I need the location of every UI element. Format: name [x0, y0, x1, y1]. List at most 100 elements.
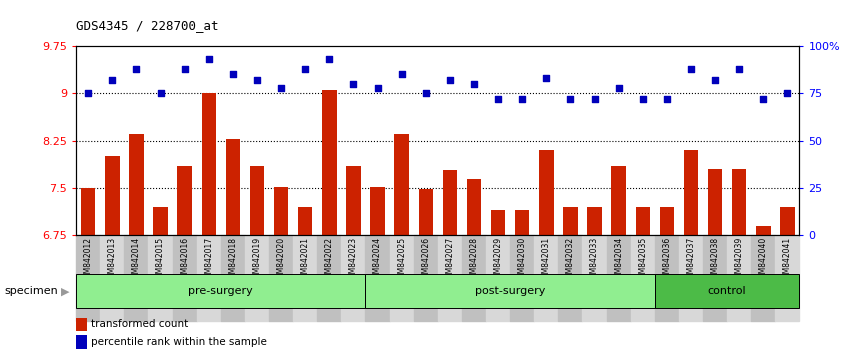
Point: [395, 72, 409, 77]
Bar: [708, 169, 722, 235]
Bar: [660, 207, 674, 235]
Bar: [539, 150, 553, 235]
Point: [226, 72, 239, 77]
Bar: [76, 335, 87, 349]
Point: [467, 81, 481, 87]
Bar: [81, 188, 96, 235]
FancyBboxPatch shape: [655, 274, 799, 308]
Point: [322, 56, 336, 62]
Text: transformed count: transformed count: [91, 319, 189, 329]
Bar: [775, 235, 799, 321]
Bar: [780, 207, 794, 235]
Point: [540, 75, 553, 81]
Bar: [322, 90, 337, 235]
Point: [756, 96, 770, 102]
Bar: [587, 207, 602, 235]
Point: [178, 66, 191, 72]
Bar: [467, 179, 481, 235]
Bar: [437, 235, 462, 321]
Point: [274, 85, 288, 91]
Bar: [76, 235, 100, 321]
Bar: [250, 166, 264, 235]
Bar: [630, 235, 655, 321]
Bar: [105, 156, 119, 235]
Point: [515, 96, 529, 102]
Text: specimen: specimen: [4, 286, 58, 296]
Bar: [173, 235, 196, 321]
Point: [612, 85, 625, 91]
Bar: [756, 226, 771, 235]
Bar: [558, 235, 582, 321]
Point: [419, 91, 432, 96]
Bar: [124, 235, 148, 321]
Point: [81, 91, 95, 96]
Point: [563, 96, 577, 102]
Bar: [389, 235, 414, 321]
Point: [106, 77, 119, 83]
Point: [733, 66, 746, 72]
Point: [299, 66, 312, 72]
Text: ▶: ▶: [61, 286, 69, 296]
Bar: [612, 166, 626, 235]
Bar: [635, 207, 650, 235]
Bar: [607, 235, 630, 321]
Bar: [100, 235, 124, 321]
Bar: [442, 170, 457, 235]
FancyBboxPatch shape: [365, 274, 655, 308]
Bar: [226, 139, 240, 235]
Bar: [298, 207, 312, 235]
Bar: [515, 210, 530, 235]
Text: GDS4345 / 228700_at: GDS4345 / 228700_at: [76, 19, 218, 33]
Bar: [201, 93, 216, 235]
Point: [781, 91, 794, 96]
Bar: [684, 150, 698, 235]
Point: [250, 77, 264, 83]
Bar: [129, 135, 144, 235]
Bar: [365, 235, 389, 321]
Bar: [732, 169, 746, 235]
Bar: [655, 235, 678, 321]
Point: [129, 66, 143, 72]
Point: [588, 96, 602, 102]
Point: [443, 77, 457, 83]
Bar: [269, 235, 293, 321]
Point: [492, 96, 505, 102]
Bar: [149, 235, 173, 321]
Bar: [510, 235, 535, 321]
Bar: [703, 235, 727, 321]
Bar: [414, 235, 437, 321]
Bar: [293, 235, 317, 321]
Bar: [582, 235, 607, 321]
Text: pre-surgery: pre-surgery: [189, 286, 253, 296]
Point: [684, 66, 698, 72]
Point: [371, 85, 384, 91]
Text: control: control: [708, 286, 746, 296]
Bar: [221, 235, 244, 321]
Bar: [371, 187, 385, 235]
Bar: [678, 235, 703, 321]
Text: percentile rank within the sample: percentile rank within the sample: [91, 337, 267, 347]
Bar: [535, 235, 558, 321]
Bar: [486, 235, 510, 321]
Bar: [244, 235, 269, 321]
Point: [347, 81, 360, 87]
Bar: [153, 207, 168, 235]
Bar: [317, 235, 341, 321]
Bar: [491, 210, 505, 235]
Bar: [274, 187, 288, 235]
FancyBboxPatch shape: [76, 274, 365, 308]
Bar: [341, 235, 365, 321]
Bar: [394, 135, 409, 235]
Bar: [563, 207, 578, 235]
Point: [660, 96, 673, 102]
Point: [708, 77, 722, 83]
Bar: [346, 166, 360, 235]
Bar: [419, 189, 433, 235]
Bar: [462, 235, 486, 321]
Text: post-surgery: post-surgery: [475, 286, 546, 296]
Point: [202, 56, 216, 62]
Bar: [751, 235, 775, 321]
Point: [636, 96, 650, 102]
Point: [154, 91, 168, 96]
Bar: [196, 235, 221, 321]
